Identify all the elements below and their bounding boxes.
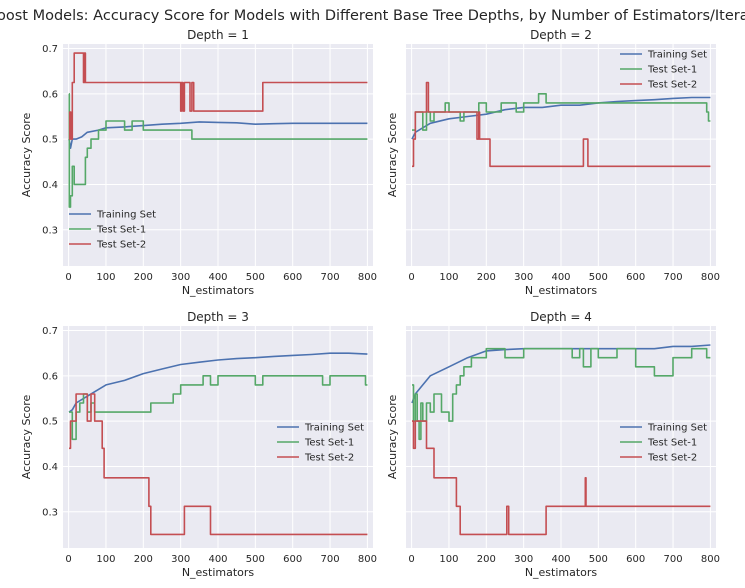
- legend: Training Set Test Set-1 Test Set-2: [277, 423, 364, 464]
- legend-entry-label: Test Set-1: [304, 438, 354, 449]
- x-tick-label: 500: [589, 554, 608, 565]
- legend: Training Set Test Set-1 Test Set-2: [69, 210, 156, 251]
- x-tick-label: 600: [283, 554, 302, 565]
- legend-entry-label: Test Set-2: [96, 240, 146, 251]
- x-tick-label: 800: [358, 554, 377, 565]
- chart-panel-1: 0 100 200 300 400 500 600 700 800 0.3 0.4 0.5 0.6 0.7…: [20, 28, 377, 297]
- y-tick-label: 0.6: [42, 89, 58, 100]
- chart-panel-4: 0 100 200 300 400 500 600 700 800 Depth = 4 N_esti…: [386, 310, 720, 579]
- x-tick-label: 700: [664, 554, 683, 565]
- series-line-training-set: [68, 352, 368, 413]
- x-tick-label: 700: [321, 554, 340, 565]
- panel-title: Depth = 2: [530, 28, 592, 42]
- y-tick-label: 0.3: [42, 225, 58, 236]
- x-tick-label: 800: [358, 272, 377, 283]
- y-tick-label: 0.4: [42, 180, 58, 191]
- y-tick-label: 0.3: [42, 507, 58, 518]
- x-tick-label: 200: [134, 272, 153, 283]
- chart-panel-3: 0 100 200 300 400 500 600 700 800 0.3 0.4 0.5 0.6 0.7…: [20, 310, 377, 579]
- x-tick-label: 600: [283, 272, 302, 283]
- x-tick-label: 400: [551, 272, 570, 283]
- x-tick-label: 800: [701, 554, 720, 565]
- x-tick-label: 500: [246, 272, 265, 283]
- legend-entry-label: Training Set: [647, 423, 707, 434]
- panel-title: Depth = 3: [187, 310, 249, 324]
- chart-panel-2: 0 100 200 300 400 500 600 700 800 Depth = 2 N_esti…: [386, 28, 720, 297]
- x-tick-label: 300: [514, 272, 533, 283]
- y-tick-label: 0.4: [42, 462, 58, 473]
- panel-title: Depth = 1: [187, 28, 249, 42]
- legend-entry-label: Test Set-2: [647, 453, 697, 464]
- x-tick-label: 400: [208, 554, 227, 565]
- y-axis-label: Accuracy Score: [386, 113, 399, 198]
- legend-entry-label: Test Set-1: [96, 225, 146, 236]
- y-tick-label: 0.7: [42, 44, 58, 55]
- x-tick-label: 400: [208, 272, 227, 283]
- x-tick-label: 0: [65, 272, 71, 283]
- x-tick-label: 100: [96, 554, 115, 565]
- panels: 0 100 200 300 400 500 600 700 800 0.3 0.4 0.5 0.6 0.7…: [20, 28, 720, 579]
- x-tick-label: 700: [664, 272, 683, 283]
- x-tick-label: 200: [477, 272, 496, 283]
- series-line-test-set-1: [68, 93, 368, 208]
- series-line-training-set: [411, 96, 711, 140]
- panel-title: Depth = 4: [530, 310, 592, 324]
- legend-entry-label: Training Set: [647, 50, 707, 61]
- x-tick-label: 100: [96, 272, 115, 283]
- x-tick-label: 100: [439, 554, 458, 565]
- series-line-training-set: [68, 121, 368, 149]
- series-line-test-set-2: [69, 393, 368, 536]
- x-tick-label: 800: [701, 272, 720, 283]
- legend-entry-label: Test Set-1: [647, 438, 697, 449]
- legend-entry-label: Test Set-2: [304, 453, 354, 464]
- x-axis-label: N_estimators: [182, 284, 255, 297]
- x-tick-label: 200: [477, 554, 496, 565]
- legend-entry-label: Training Set: [96, 210, 156, 221]
- y-tick-label: 0.7: [42, 326, 58, 337]
- x-tick-label: 500: [589, 272, 608, 283]
- series-line-test-set-1: [69, 375, 368, 441]
- x-tick-label: 0: [65, 554, 71, 565]
- series-line-test-set-2: [68, 52, 368, 140]
- legend-entry-label: Training Set: [304, 423, 364, 434]
- x-tick-label: 300: [171, 272, 190, 283]
- y-axis-label: Accuracy Score: [386, 395, 399, 480]
- y-tick-label: 0.6: [42, 371, 58, 382]
- series-line-test-set-2: [412, 81, 711, 168]
- legend-entry-label: Test Set-2: [647, 80, 697, 91]
- x-tick-label: 400: [551, 554, 570, 565]
- x-tick-label: 100: [439, 272, 458, 283]
- series-line-test-set-2: [412, 420, 711, 536]
- legend-entry-label: Test Set-1: [647, 65, 697, 76]
- x-tick-label: 700: [321, 272, 340, 283]
- x-tick-label: 600: [626, 554, 645, 565]
- x-tick-label: 0: [408, 272, 414, 283]
- legend: Training Set Test Set-1 Test Set-2: [620, 423, 707, 464]
- series-line-test-set-1: [412, 347, 711, 441]
- x-axis-label: N_estimators: [525, 284, 598, 297]
- x-tick-label: 600: [626, 272, 645, 283]
- x-tick-label: 300: [171, 554, 190, 565]
- x-tick-label: 500: [246, 554, 265, 565]
- y-tick-label: 0.5: [42, 135, 58, 146]
- x-tick-label: 200: [134, 554, 153, 565]
- legend: Training Set Test Set-1 Test Set-2: [620, 50, 707, 91]
- y-axis-label: Accuracy Score: [20, 113, 33, 198]
- figure-title: Adaboost Models: Accuracy Score for Mode…: [0, 8, 745, 24]
- y-axis-label: Accuracy Score: [20, 395, 33, 480]
- x-axis-label: N_estimators: [182, 566, 255, 579]
- x-tick-label: 300: [514, 554, 533, 565]
- x-axis-label: N_estimators: [525, 566, 598, 579]
- y-tick-label: 0.5: [42, 417, 58, 428]
- x-tick-label: 0: [408, 554, 414, 565]
